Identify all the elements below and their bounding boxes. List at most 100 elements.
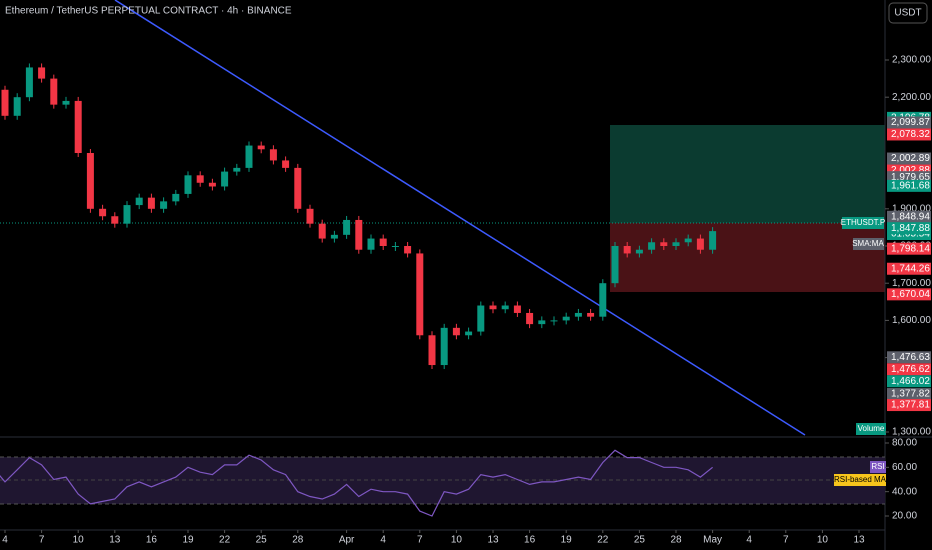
- x-tick-label: 10: [73, 535, 85, 546]
- candle: [660, 242, 668, 246]
- x-tick-label: 25: [256, 535, 268, 546]
- x-tick-label: 19: [182, 535, 194, 546]
- candle: [587, 312, 595, 317]
- currency-button[interactable]: [888, 2, 928, 24]
- rsi-label: RSI: [871, 462, 884, 471]
- price-tag: [887, 222, 931, 235]
- price-tag: [887, 288, 931, 301]
- price-tag-label: 1,377.81: [891, 400, 930, 411]
- currency[interactable]: USDT: [894, 8, 921, 19]
- candle: [404, 246, 412, 254]
- candle: [696, 238, 704, 250]
- y-tick-label: 1,600.00: [892, 315, 931, 326]
- sma-label: SMA:MA: [852, 239, 884, 248]
- x-tick-label: 22: [219, 535, 231, 546]
- symbol-tag: [842, 217, 884, 229]
- candle: [709, 231, 717, 250]
- candle: [86, 153, 94, 209]
- candle: [147, 197, 155, 209]
- rsi-ma-label: RSI-based MA: [834, 475, 887, 484]
- candle: [501, 305, 509, 310]
- candle: [343, 219, 351, 235]
- candle: [221, 171, 229, 187]
- price-tag: [887, 375, 931, 388]
- price-tag-label: 1,476.63: [891, 352, 930, 363]
- price-tag-label: 2,099.87: [891, 117, 930, 128]
- candle: [135, 197, 143, 206]
- x-tick-label: 13: [487, 535, 499, 546]
- candle: [452, 327, 460, 336]
- candle: [50, 78, 58, 105]
- candle: [99, 208, 107, 217]
- x-tick-label: May: [703, 535, 722, 546]
- candle: [13, 97, 21, 116]
- price-tag: [887, 351, 931, 364]
- chart-title: Ethereum / TetherUS PERPETUAL CONTRACT ·…: [5, 6, 292, 17]
- x-tick-label: 7: [783, 535, 789, 546]
- candle: [513, 305, 521, 313]
- candle: [672, 242, 680, 246]
- candle: [160, 201, 168, 209]
- rsi-tick-label: 40.00: [892, 486, 917, 497]
- price-tag-label: 1,847.88: [891, 223, 930, 234]
- price-tag: [887, 388, 931, 401]
- candle: [25, 67, 33, 98]
- x-tick-label: 7: [417, 535, 423, 546]
- y-tick-label: 2,200.00: [892, 92, 931, 103]
- candle: [379, 238, 387, 246]
- rsi-tag: [870, 461, 886, 473]
- price-tag-label: 2,078.32: [891, 129, 930, 140]
- candle: [318, 223, 326, 239]
- candle: [208, 182, 216, 187]
- candle: [282, 160, 290, 168]
- price-tag: [887, 128, 931, 141]
- candle: [269, 149, 277, 161]
- candle: [648, 242, 656, 250]
- x-tick-label: 16: [524, 535, 536, 546]
- price-tag: [887, 152, 931, 165]
- x-tick-label: 19: [561, 535, 573, 546]
- trend-line: [114, 0, 806, 436]
- price-tag-label: 1,961.68: [891, 180, 930, 191]
- candle: [623, 246, 631, 254]
- x-tick-label: 22: [597, 535, 609, 546]
- candle: [306, 208, 314, 224]
- y-tick-label: 1,300.00: [892, 427, 931, 438]
- candle: [416, 253, 424, 336]
- price-tag: [887, 179, 931, 192]
- x-tick-label: 28: [670, 535, 682, 546]
- candle: [599, 283, 607, 317]
- price-tag-label: 1,377.82: [891, 389, 930, 400]
- candle: [330, 234, 338, 239]
- x-tick-label: 13: [109, 535, 121, 546]
- candle: [526, 312, 534, 325]
- price-tag: [887, 116, 931, 129]
- candle: [562, 316, 570, 321]
- candle: [233, 167, 241, 172]
- price-tag-label: 1,798.14: [891, 243, 930, 254]
- volume-label: Volume: [858, 424, 885, 433]
- y-tick-label: 2,300.00: [892, 55, 931, 66]
- x-tick-label: Apr: [339, 535, 355, 546]
- candle: [1, 89, 9, 116]
- profit-zone: [610, 125, 885, 223]
- candle: [172, 193, 180, 202]
- price-tag: [887, 210, 931, 223]
- price-tag-label: 2,002.89: [891, 153, 930, 164]
- candle: [635, 249, 643, 254]
- x-tick-label: 4: [746, 535, 752, 546]
- price-tag-label: 1,744.26: [891, 263, 930, 274]
- rsi-tick-label: 20.00: [892, 511, 917, 522]
- sma-tag: [853, 238, 884, 250]
- price-tag-label: 1,670.04: [891, 289, 930, 300]
- candle: [111, 216, 119, 224]
- x-tick-label: 25: [634, 535, 646, 546]
- x-tick-label: 4: [380, 535, 386, 546]
- price-tag-label: 1,848.94: [891, 211, 930, 222]
- price-tag-label: 2,002.88: [891, 165, 930, 176]
- x-tick-label: 10: [817, 535, 829, 546]
- candle: [196, 175, 204, 183]
- candle: [538, 320, 546, 325]
- candle: [574, 312, 582, 317]
